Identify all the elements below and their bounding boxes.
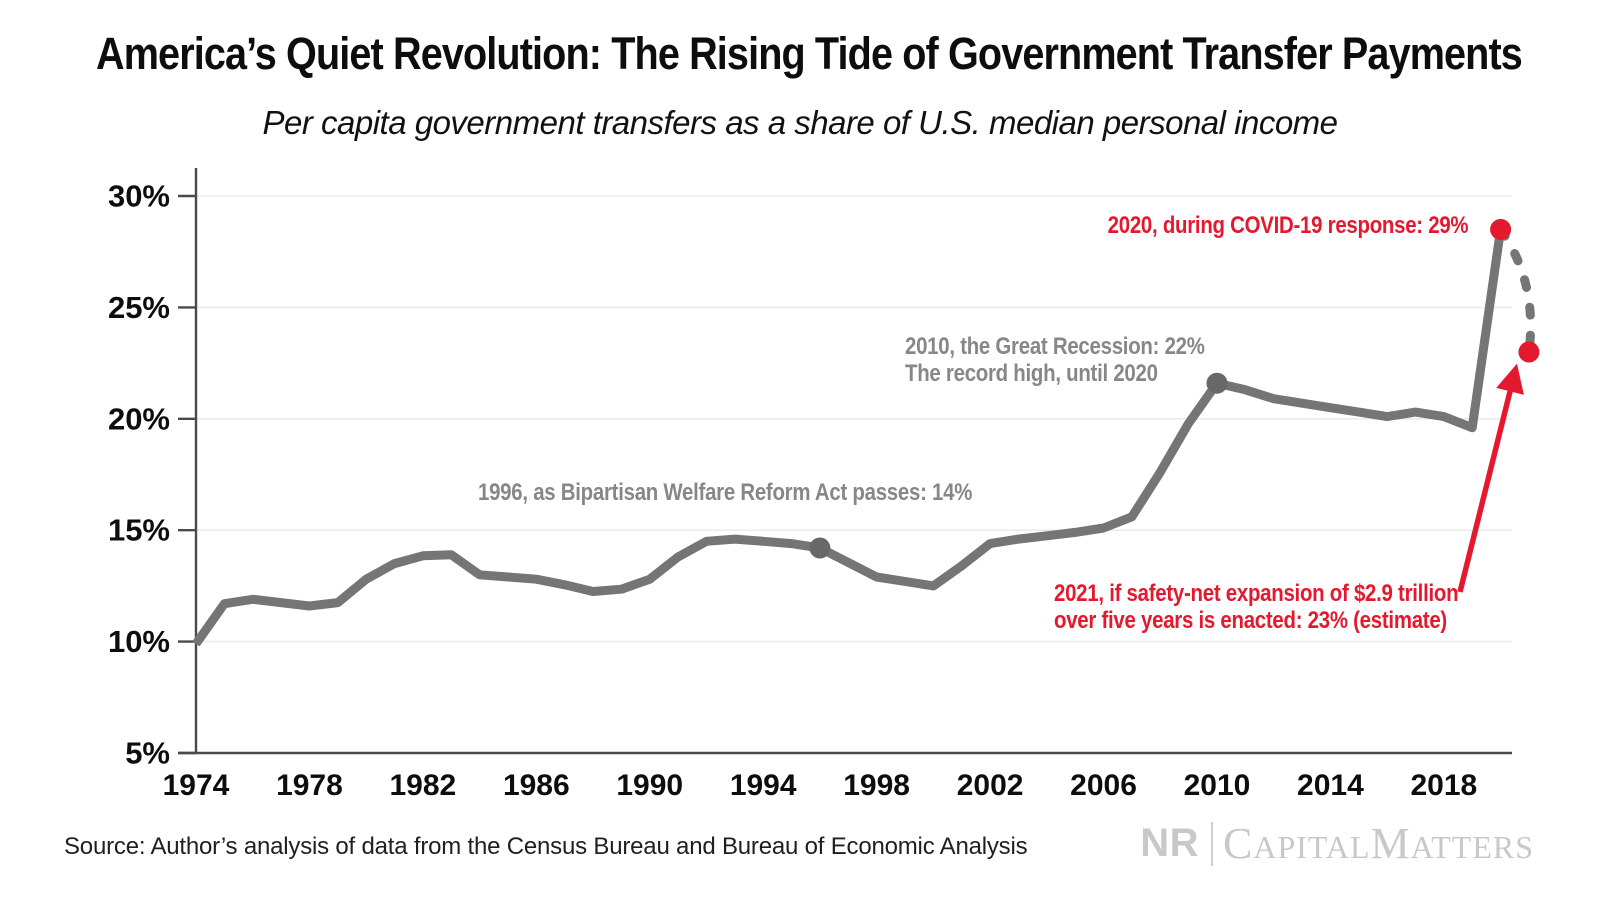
logo-brand-apital: APITAL [1253,829,1371,865]
x-tick-label: 2002 [957,769,1024,802]
x-tick-label: 1990 [616,769,683,802]
y-tick-label: 20% [108,401,170,436]
annotation-text: The record high, until 2020 [905,360,1158,387]
annotation-text: over five years is enacted: 23% (estimat… [1054,607,1447,634]
annotation-text: 2021, if safety-net expansion of $2.9 tr… [1054,580,1459,607]
x-tick-label: 1986 [503,769,570,802]
x-tick-label: 1994 [730,769,797,802]
y-tick-label: 10% [108,624,170,659]
x-tick-label: 2010 [1184,769,1251,802]
annotation-2010-great-recession: 2010, the Great Recession: 22% The recor… [905,333,1258,387]
annotation-2021-estimate: 2021, if safety-net expansion of $2.9 tr… [1054,580,1530,634]
marker-1996 [809,537,831,559]
x-tick-label: 2006 [1070,769,1137,802]
x-tick-label: 1998 [843,769,910,802]
chart-title: America’s Quiet Revolution: The Rising T… [96,28,1523,79]
x-tick-label: 1974 [163,769,230,802]
marker-2021 [1518,341,1540,363]
y-tick-label: 5% [125,736,170,771]
nr-capital-matters-logo: NR C APITAL M ATTERS [1140,818,1534,869]
source-note: Source: Author’s analysis of data from t… [64,833,1028,860]
x-tick-label: 2018 [1410,769,1477,802]
chart-subtitle: Per capita government transfers as a sha… [262,104,1338,141]
logo-brand-capital-m: M [1370,819,1411,868]
annotation-2020-covid-response: 2020, during COVID-19 response: 29% [1044,212,1468,239]
logo-nr-text: NR [1140,821,1199,865]
annotation-text: 2010, the Great Recession: 22% [905,333,1205,360]
x-tick-label: 1982 [390,769,457,802]
marker-2010 [1206,372,1228,394]
x-tick-label: 2014 [1297,769,1364,802]
logo-brand-text: C APITAL M ATTERS [1223,818,1534,869]
logo-brand-capital-c: C [1222,819,1254,868]
y-tick-label: 15% [108,513,170,548]
annotation-text: 1996, as Bipartisan Welfare Reform Act p… [478,479,973,506]
y-tick-label: 25% [108,290,170,325]
marker-2020 [1490,218,1512,240]
data-line [192,228,1506,647]
annotation-1996-welfare-reform: 1996, as Bipartisan Welfare Reform Act p… [478,479,1059,506]
logo-divider [1210,821,1213,866]
annotation-text: 2020, during COVID-19 response: 29% [1107,212,1468,239]
y-tick-label: 30% [108,179,170,214]
x-tick-label: 1978 [276,769,343,802]
estimate-dashed-line [1496,224,1536,357]
logo-brand-atters: ATTERS [1410,829,1534,865]
annotation-arrow [1457,363,1524,593]
